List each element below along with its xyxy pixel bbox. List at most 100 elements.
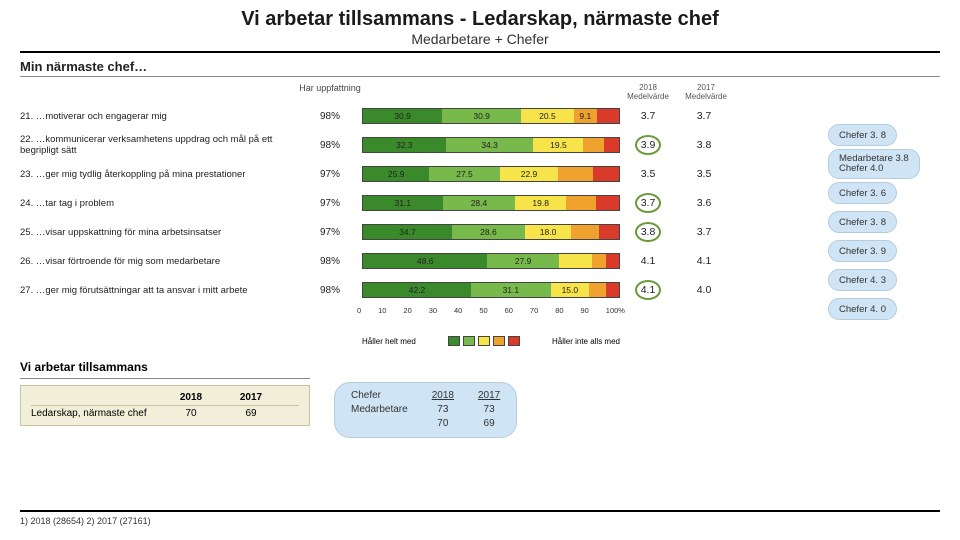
- bar-segment: 31.1: [363, 196, 443, 210]
- circle-highlight: [635, 135, 661, 155]
- circle-highlight: [635, 280, 661, 300]
- col-medel2: Medelvärde: [678, 92, 734, 101]
- mean-2017: 4.0: [676, 284, 732, 296]
- axis-tick: 70: [530, 306, 538, 315]
- bar-segment: [589, 283, 606, 297]
- circle-highlight: [635, 222, 661, 242]
- bb-r1c1: 73: [432, 403, 454, 417]
- column-headers: Har uppfattning 2018 Medelvärde 2017 Med…: [20, 83, 940, 101]
- question-text: 26. …visar förtroende för mig som medarb…: [20, 256, 298, 267]
- stacked-bar: 30.930.920.59.1: [362, 108, 620, 124]
- bar-segment: 32.3: [363, 138, 446, 152]
- survey-row: 23. …ger mig tydlig återkoppling på mina…: [20, 161, 940, 187]
- question-text: 25. …visar uppskattning för mina arbetsi…: [20, 227, 298, 238]
- bar-segment: [597, 109, 619, 123]
- bar-segment: 15.0: [551, 283, 589, 297]
- survey-row: 22. …kommunicerar verksamhetens uppdrag …: [20, 132, 940, 158]
- axis-tick: 50: [479, 306, 487, 315]
- mini-table: 2018 2017 Ledarskap, närmaste chef 70 69: [20, 385, 310, 426]
- bottom-title: Vi arbetar tillsammans: [20, 360, 310, 374]
- bar-segment: [606, 283, 619, 297]
- bb-r1c2: 73: [478, 403, 500, 417]
- section-heading: Min närmaste chef…: [20, 59, 940, 74]
- footer: 1) 2018 (28654) 2) 2017 (27161): [20, 510, 940, 526]
- mt-label: Ledarskap, närmaste chef: [31, 408, 161, 419]
- bb-r2c0: Medarbetare: [351, 403, 408, 417]
- bar-segment: [604, 138, 619, 152]
- bar-segment: 31.1: [471, 283, 551, 297]
- bar-segment: 42.2: [363, 283, 471, 297]
- question-text: 27. …ger mig förutsättningar att ta ansv…: [20, 285, 298, 296]
- question-text: 22. …kommunicerar verksamhetens uppdrag …: [20, 134, 298, 156]
- col-medel: Medelvärde: [620, 92, 676, 101]
- bar-segment: [596, 196, 619, 210]
- bb-r1c0: Chefer: [351, 389, 408, 403]
- response-pct: 98%: [298, 256, 362, 267]
- mean-2017: 3.5: [676, 168, 732, 180]
- stacked-bar: 31.128.419.8: [362, 195, 620, 211]
- col-2018: 2018: [620, 83, 676, 92]
- bar-segment: [558, 167, 593, 181]
- callout-pill: Chefer 3. 8: [828, 211, 897, 233]
- survey-row: 27. …ger mig förutsättningar att ta ansv…: [20, 277, 940, 303]
- legend-swatch: [448, 336, 460, 346]
- legend-swatch: [493, 336, 505, 346]
- bar-segment: 27.9: [487, 254, 558, 268]
- survey-row: 26. …visar förtroende för mig som medarb…: [20, 248, 940, 274]
- response-pct: 97%: [298, 169, 362, 180]
- summary-bluebox: Chefer Medarbetare 2018 73 70 2017 73 69: [334, 382, 517, 438]
- col-uppfattning: Har uppfattning: [298, 83, 362, 101]
- stacked-bar: 32.334.319.5: [362, 137, 620, 153]
- mt-h2: 2017: [221, 392, 281, 403]
- bar-segment: 9.1: [574, 109, 597, 123]
- circle-highlight: [635, 193, 661, 213]
- stacked-bar: 25.927.522.9: [362, 166, 620, 182]
- mt-v2: 69: [221, 408, 281, 419]
- divider: [20, 51, 940, 53]
- legend-right: Håller inte alls med: [552, 337, 620, 346]
- survey-row: 24. …tar tag i problem97%31.128.419.83.7…: [20, 190, 940, 216]
- axis-tick: 20: [403, 306, 411, 315]
- question-text: 23. …ger mig tydlig återkoppling på mina…: [20, 169, 298, 180]
- callout-pill: Chefer 4. 0: [828, 298, 897, 320]
- callout-pill: Chefer 3. 6: [828, 182, 897, 204]
- bar-segment: 25.9: [363, 167, 429, 181]
- page-title: Vi arbetar tillsammans - Ledarskap, närm…: [20, 8, 940, 31]
- bar-segment: 20.5: [521, 109, 573, 123]
- mean-2018: 3.9: [620, 139, 676, 151]
- bb-r0c1: 2018: [432, 389, 454, 403]
- bar-segment: [593, 167, 619, 181]
- mean-2018: 3.7: [620, 110, 676, 122]
- bar-segment: 19.8: [515, 196, 566, 210]
- bar-segment: 27.5: [429, 167, 499, 181]
- bar-segment: 48.6: [363, 254, 487, 268]
- bar-segment: 19.5: [533, 138, 583, 152]
- survey-row: 21. …motiverar och engagerar mig98%30.93…: [20, 103, 940, 129]
- callout-pill: Chefer 4. 3: [828, 269, 897, 291]
- legend-swatch: [463, 336, 475, 346]
- bar-segment: 34.3: [446, 138, 534, 152]
- mean-2018: 3.7: [620, 197, 676, 209]
- stacked-bar: 42.231.115.0: [362, 282, 620, 298]
- bar-segment: 28.4: [443, 196, 516, 210]
- bar-segment: 28.6: [452, 225, 525, 239]
- bar-segment: [599, 225, 619, 239]
- survey-row: 25. …visar uppskattning för mina arbetsi…: [20, 219, 940, 245]
- chart-legend: Håller helt med Håller inte alls med: [362, 336, 620, 346]
- bb-r2c1: 70: [432, 417, 454, 431]
- axis-tick: 30: [429, 306, 437, 315]
- bar-segment: 22.9: [500, 167, 559, 181]
- mean-2017: 3.8: [676, 139, 732, 151]
- col-2017: 2017: [678, 83, 734, 92]
- mt-h1: 2018: [161, 392, 221, 403]
- mt-v1: 70: [161, 408, 221, 419]
- legend-left: Håller helt med: [362, 337, 416, 346]
- bar-segment: [559, 254, 592, 268]
- callout-pill: Chefer 3. 9: [828, 240, 897, 262]
- response-pct: 98%: [298, 140, 362, 151]
- axis-tick: 60: [505, 306, 513, 315]
- mean-2018: 3.8: [620, 226, 676, 238]
- page-subtitle: Medarbetare + Chefer: [20, 31, 940, 47]
- bb-r2c2: 69: [478, 417, 500, 431]
- bar-segment: [606, 254, 619, 268]
